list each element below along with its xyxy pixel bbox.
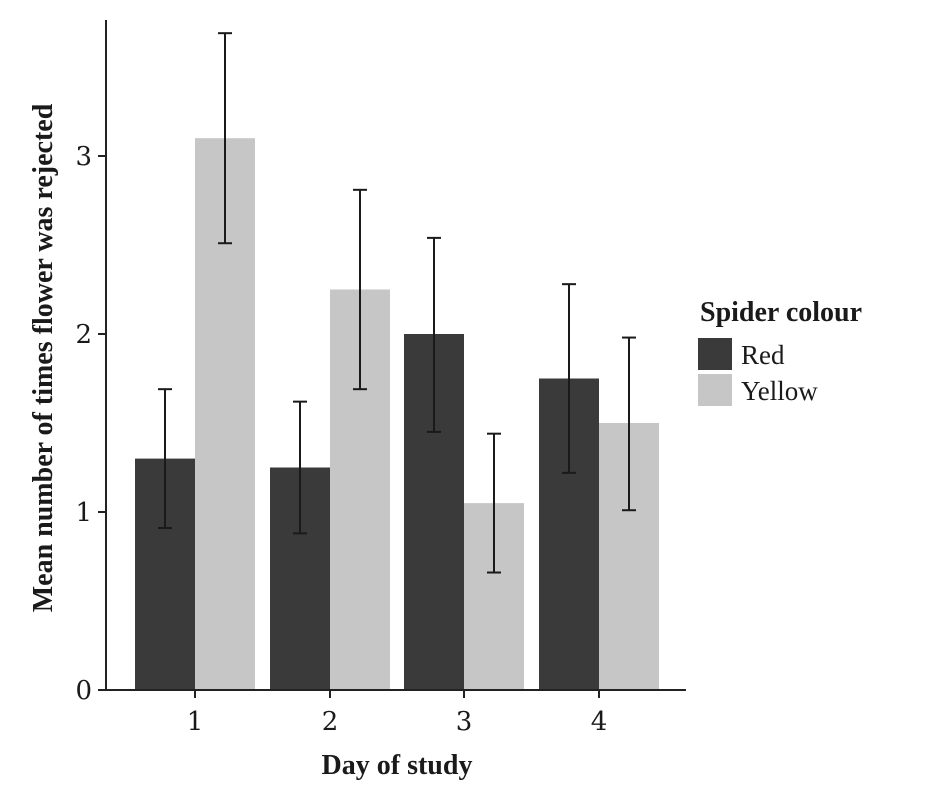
legend-label-yellow: Yellow [741, 376, 818, 406]
legend: Spider colour Red Yellow [698, 297, 862, 406]
legend-swatch-red [698, 338, 732, 370]
error-bar-yellow-day-2 [353, 188, 367, 391]
y-tick-label-2: 2 [75, 320, 92, 350]
error-bar-red-day-1 [158, 388, 172, 530]
legend-title: Spider colour [700, 297, 862, 328]
x-tick-label-3: 3 [456, 707, 473, 737]
y-tick-label-0: 0 [75, 676, 92, 706]
y-tick-label-1: 1 [75, 498, 92, 528]
y-axis-title: Mean number of times flower was rejected [28, 103, 59, 612]
x-axis-title: Day of study [322, 750, 473, 781]
legend-swatch-yellow [698, 374, 732, 406]
error-bar-yellow-day-4 [622, 336, 636, 512]
x-tick-label-4: 4 [591, 707, 608, 737]
x-ticks-layer: 1 2 3 4 [187, 690, 608, 737]
error-bar-yellow-day-3 [487, 432, 501, 574]
y-tick-label-3: 3 [75, 142, 92, 172]
error-bars-layer [158, 32, 636, 574]
x-tick-label-2: 2 [322, 707, 339, 737]
error-bar-red-day-2 [293, 400, 307, 535]
error-bar-red-day-4 [562, 283, 576, 474]
y-ticks-layer: 0 1 2 3 [75, 142, 106, 706]
legend-label-red: Red [741, 340, 785, 370]
x-tick-label-1: 1 [187, 707, 204, 737]
error-bar-red-day-3 [427, 236, 441, 433]
error-bar-yellow-day-1 [218, 32, 232, 245]
bars-layer [135, 138, 659, 690]
